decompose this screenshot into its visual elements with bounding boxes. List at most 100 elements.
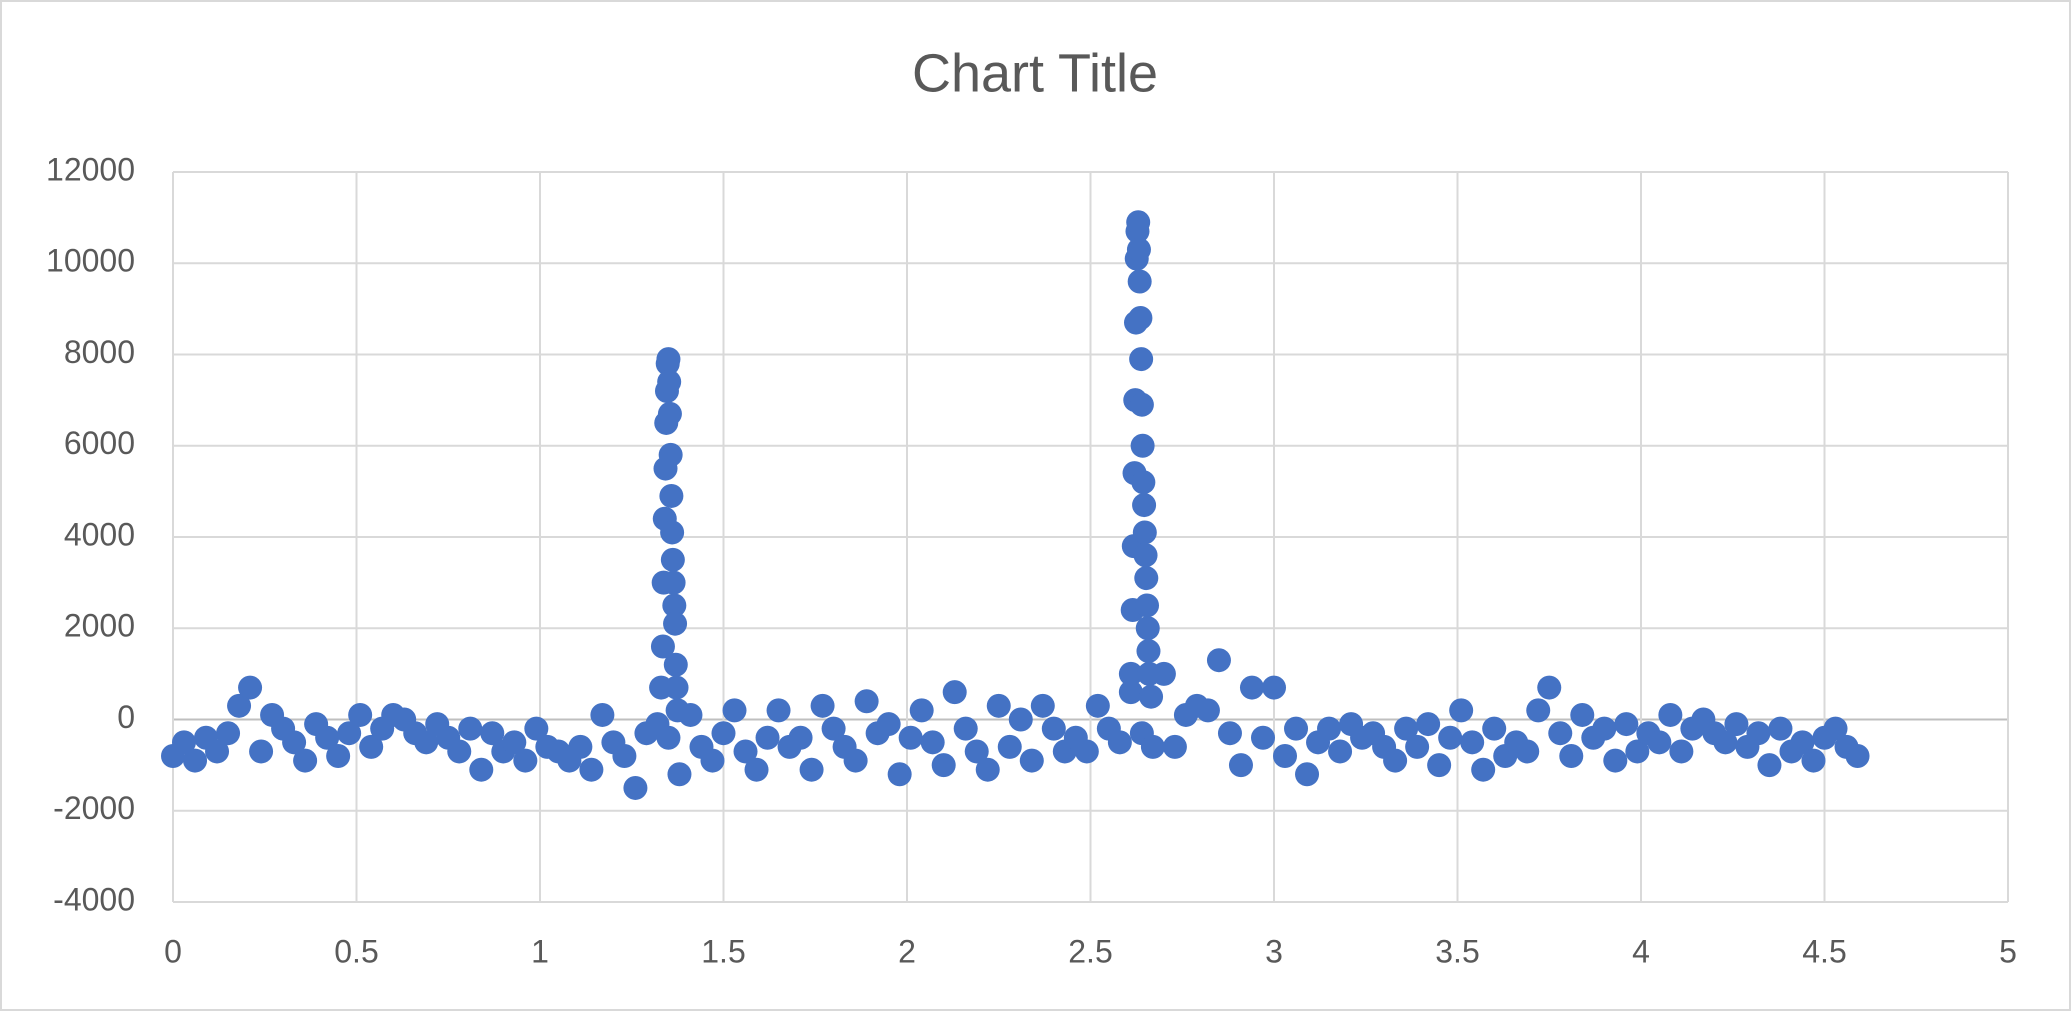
point: [788, 725, 813, 750]
point: [1126, 210, 1151, 235]
point: [1570, 702, 1595, 727]
x-tick-label: 3.5: [1435, 933, 1479, 969]
point: [931, 753, 956, 778]
point: [1228, 753, 1253, 778]
y-tick-label: -2000: [53, 790, 135, 826]
points: [161, 210, 1870, 800]
point: [458, 716, 483, 741]
point: [986, 693, 1011, 718]
point: [1801, 748, 1826, 773]
point: [1416, 712, 1441, 737]
point: [997, 734, 1022, 759]
point: [975, 757, 1000, 782]
point: [183, 748, 208, 773]
point: [660, 547, 685, 572]
point: [1592, 716, 1617, 741]
point: [1471, 757, 1496, 782]
point: [821, 716, 846, 741]
point: [667, 762, 692, 787]
point: [1126, 237, 1151, 262]
point: [1317, 716, 1342, 741]
point: [1132, 520, 1157, 545]
point: [664, 675, 689, 700]
tick-labels: -4000 -2000 0 2000 4000 6000 8000 10000 12000 0 0.…: [46, 151, 2017, 969]
point: [1823, 716, 1848, 741]
point: [1625, 739, 1650, 764]
y-tick-label: 6000: [64, 425, 135, 461]
point: [1658, 702, 1683, 727]
point: [1768, 716, 1793, 741]
point: [887, 762, 912, 787]
point: [658, 442, 683, 467]
point: [414, 730, 439, 755]
point: [1118, 680, 1143, 705]
point: [1790, 730, 1815, 755]
point: [447, 739, 472, 764]
point: [1559, 744, 1584, 768]
point: [1135, 616, 1160, 641]
x-tick-label: 2.5: [1068, 933, 1112, 969]
x-tick-label: 2: [898, 933, 916, 969]
point: [1328, 739, 1353, 764]
x-tick-label: 0: [164, 933, 182, 969]
point: [1129, 347, 1154, 372]
point: [480, 721, 505, 746]
point: [1713, 730, 1738, 755]
point: [755, 725, 780, 750]
chart-title: Chart Title: [912, 43, 1158, 103]
point: [733, 739, 758, 764]
point: [1757, 753, 1782, 778]
point: [1085, 693, 1110, 718]
point: [502, 730, 527, 755]
point: [568, 734, 593, 759]
point: [1515, 739, 1540, 764]
point: [1239, 675, 1264, 700]
point: [1614, 712, 1639, 737]
point: [359, 734, 384, 759]
point: [1273, 744, 1298, 768]
point: [1118, 661, 1143, 686]
point: [623, 775, 648, 800]
point: [663, 611, 688, 636]
point: [661, 570, 686, 595]
point: [1537, 675, 1562, 700]
point: [942, 680, 967, 705]
point: [172, 730, 197, 755]
point: [293, 748, 318, 773]
point: [1162, 734, 1187, 759]
point: [700, 748, 725, 773]
point: [1394, 716, 1419, 741]
point: [656, 347, 681, 372]
point: [227, 693, 252, 718]
point: [1008, 707, 1033, 732]
x-tick-label: 4.5: [1802, 933, 1846, 969]
point: [722, 698, 747, 723]
point: [612, 744, 637, 768]
point: [909, 698, 934, 723]
point: [348, 702, 373, 727]
point: [711, 721, 736, 746]
point: [1438, 725, 1463, 750]
point: [524, 716, 549, 741]
point: [810, 693, 835, 718]
y-tick-label: 4000: [64, 516, 135, 552]
point: [657, 401, 682, 426]
point: [659, 483, 684, 508]
point: [579, 757, 604, 782]
point: [657, 369, 682, 394]
point: [1195, 698, 1220, 723]
point: [920, 730, 945, 755]
point: [662, 593, 687, 618]
point: [1019, 748, 1044, 773]
point: [1107, 730, 1132, 755]
point: [1449, 698, 1474, 723]
point: [1137, 661, 1162, 686]
point: [1262, 675, 1286, 700]
point: [590, 702, 615, 727]
point: [326, 744, 351, 768]
point: [898, 725, 923, 750]
point: [744, 757, 769, 782]
point: [1206, 648, 1231, 673]
point: [799, 757, 824, 782]
